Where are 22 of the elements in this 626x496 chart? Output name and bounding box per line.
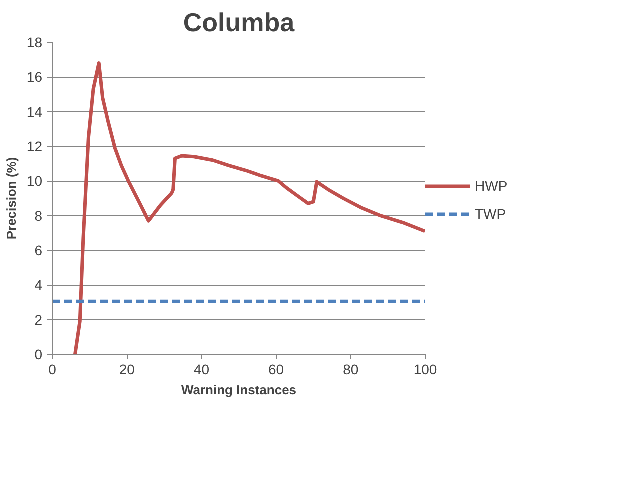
legend-label: HWP [475, 178, 508, 194]
x-tick-label: 60 [268, 362, 284, 378]
y-tick-label: 10 [26, 173, 43, 190]
y-tick-label: 0 [34, 346, 43, 362]
y-tick-label: 12 [26, 138, 43, 154]
x-tick-label: 0 [48, 362, 57, 378]
chart-title: Columba [183, 8, 296, 38]
y-tick-label: 4 [34, 277, 43, 294]
line-series [74, 62, 426, 354]
legend-label: TWP [475, 206, 506, 222]
x-tick-label: 80 [343, 362, 359, 378]
y-tick-label: 8 [34, 208, 43, 224]
y-tick-label: 14 [26, 104, 43, 120]
x-tick-label: 100 [414, 362, 438, 378]
x-tick-label: 20 [119, 362, 136, 378]
y-tick-label: 2 [34, 312, 43, 328]
x-tick-label: 40 [194, 362, 210, 378]
y-tick-label: 16 [26, 69, 43, 86]
y-axis-title: Precision (%) [4, 157, 19, 240]
y-tick-label: 6 [34, 242, 43, 258]
x-axis-title: Warning Instances [181, 382, 297, 398]
y-tick-label: 18 [26, 34, 43, 50]
